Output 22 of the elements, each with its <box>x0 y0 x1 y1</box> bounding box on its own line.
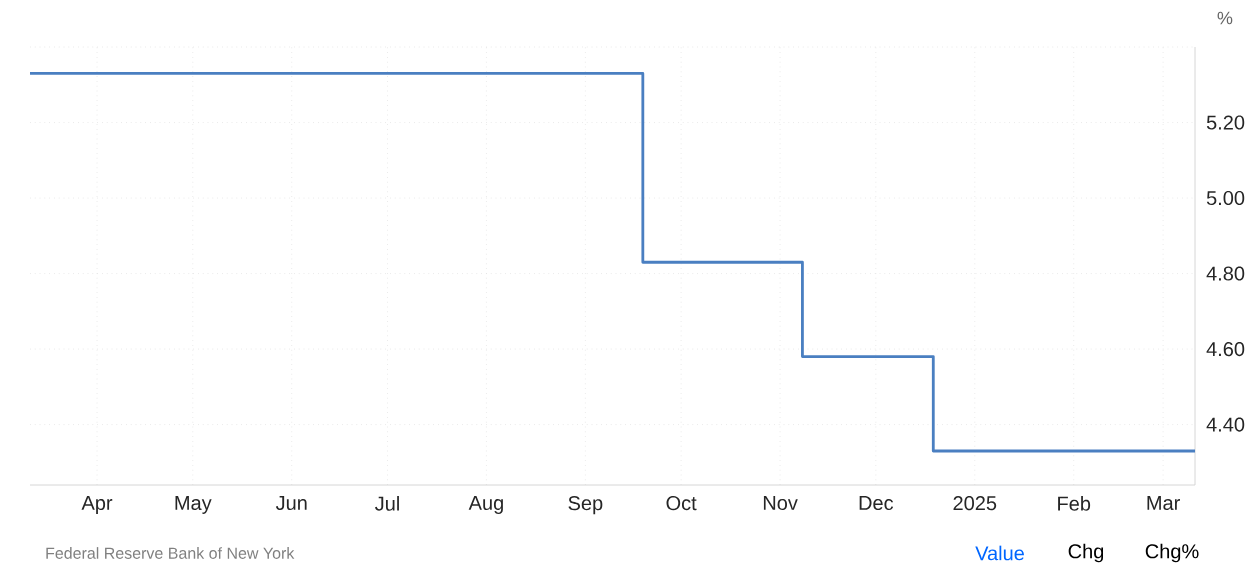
text: Chg% <box>1145 543 1199 563</box>
y-tick-label: 5.20 <box>1206 115 1245 130</box>
x-tick-label: Oct <box>666 496 697 511</box>
text: Federal Reserve Bank of New York <box>46 547 295 559</box>
y-tick-label: 4.80 <box>1206 266 1245 281</box>
x-tick-label: Aug <box>468 496 503 514</box>
x-tick-label: May <box>175 496 212 514</box>
x-tick-label: Sep <box>568 496 603 515</box>
x-tick-label: Mar <box>1147 496 1180 511</box>
y-tick-label: 4.60 <box>1206 342 1245 357</box>
text: Value <box>975 545 1024 561</box>
x-tick-label: Dec <box>859 496 894 511</box>
x-tick-label: Jul <box>375 496 399 511</box>
y-tick-label: 5.00 <box>1206 190 1245 206</box>
x-tick-label: Apr <box>81 496 113 514</box>
x-tick-label: Nov <box>763 496 798 511</box>
x-tick-label: Feb <box>1058 496 1091 511</box>
x-tick-label: Jun <box>275 496 307 511</box>
text: Chg <box>1068 543 1104 563</box>
y-tick-label: 4.40 <box>1206 417 1245 432</box>
y-axis-title: % <box>1217 11 1233 25</box>
x-tick-label: 2025 <box>953 496 997 511</box>
